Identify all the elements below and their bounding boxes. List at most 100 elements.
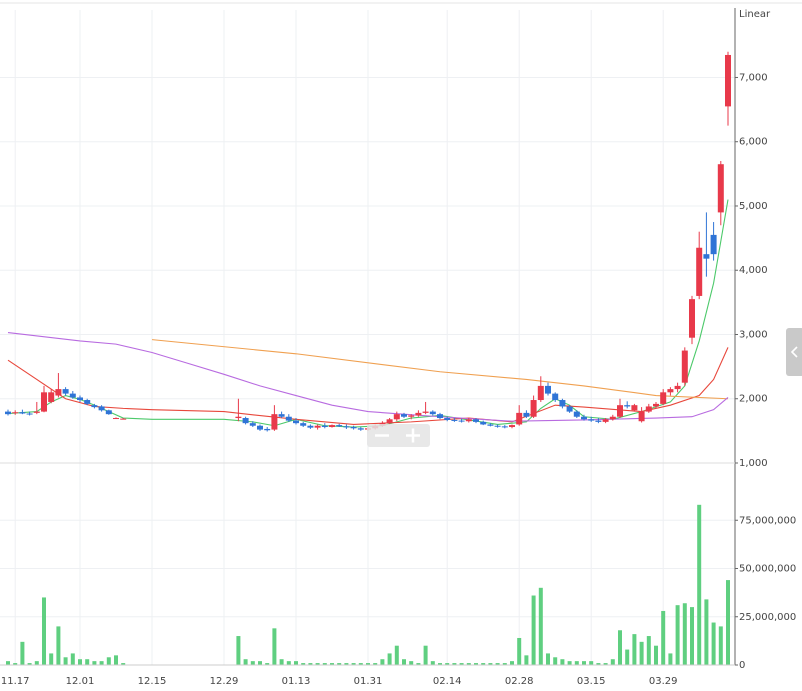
candle-body: [242, 418, 249, 424]
candle-body: [264, 428, 271, 431]
candle-body: [41, 392, 47, 412]
candle-body: [653, 403, 659, 407]
scale-label: Linear: [739, 9, 771, 20]
side-panel-toggle[interactable]: [786, 328, 802, 376]
volume-bar: [106, 657, 111, 665]
moving-average-line: [151, 339, 729, 400]
volume-bar: [358, 663, 363, 665]
volume-bar: [423, 645, 428, 665]
x-tick-label: 02.28: [505, 676, 534, 687]
volume-bar: [632, 634, 637, 665]
marks: [5, 51, 731, 665]
candle-body: [494, 425, 501, 427]
toggle-bg[interactable]: [786, 328, 802, 376]
y-tick-label: 1,000: [739, 458, 768, 469]
candle-body: [530, 400, 537, 417]
x-tick-label: 02.14: [433, 676, 462, 687]
volume-bar: [625, 649, 630, 665]
volume-bar: [416, 663, 421, 665]
volume-bar: [56, 626, 61, 665]
y-tick-label: 75,000,000: [739, 515, 796, 526]
volume-bar: [704, 599, 709, 665]
volume-bar: [344, 663, 349, 665]
candle-body: [386, 419, 393, 424]
volume-bar: [430, 661, 435, 665]
volume-bar: [610, 659, 615, 665]
volume-bar: [394, 645, 399, 665]
volume-bar: [488, 663, 493, 665]
candle-body: [84, 400, 91, 404]
candle-body: [689, 299, 695, 338]
volume-bar: [20, 641, 25, 665]
candle-body: [552, 393, 559, 401]
candle-body: [235, 416, 242, 419]
candle-body: [77, 397, 83, 401]
x-tick-label: 01.31: [354, 676, 383, 687]
y-tick-label: 50,000,000: [739, 564, 796, 575]
y-tick-label: 25,000,000: [739, 612, 796, 623]
candle-body: [595, 420, 602, 422]
volume-bar: [380, 659, 385, 665]
volume-bar: [265, 663, 270, 665]
y-tick-label: 6,000: [739, 137, 768, 148]
candle-body: [458, 420, 465, 422]
volume-bar: [654, 645, 658, 665]
volume-bar: [42, 597, 46, 665]
candle-body: [617, 405, 623, 417]
candle-body: [516, 412, 523, 425]
candle-body: [624, 405, 631, 407]
volume-bar: [495, 663, 500, 665]
volume-bar: [337, 663, 342, 665]
volume-bar: [553, 657, 558, 665]
candle-body: [451, 419, 458, 421]
candle-body: [105, 410, 112, 415]
candle-body: [98, 406, 105, 411]
zoom-control[interactable]: [367, 424, 430, 447]
volume-bar: [13, 663, 18, 665]
candle-body: [415, 412, 422, 416]
volume-bar: [603, 663, 608, 665]
y-tick-label: 5,000: [739, 201, 768, 212]
candle-body: [48, 392, 55, 402]
volume-bar: [438, 663, 442, 665]
volume-bar: [445, 663, 450, 665]
volume-bar: [582, 661, 586, 665]
candle-body: [278, 414, 285, 417]
volume-bar: [711, 622, 716, 665]
candle-body: [19, 412, 26, 414]
volume-bar: [452, 663, 457, 665]
candle-body: [329, 425, 335, 428]
moving-average-line: [7, 332, 729, 422]
x-tick-label: 01.13: [282, 676, 311, 687]
candle-body: [609, 416, 616, 420]
volume-bar: [402, 659, 406, 665]
candle-body: [314, 425, 321, 428]
candle-body: [444, 418, 451, 420]
candle-body: [681, 350, 688, 383]
volume-bar: [646, 636, 651, 665]
volume-bar: [502, 663, 507, 665]
volume-bar: [538, 587, 543, 665]
volume-bar: [6, 661, 10, 665]
candle-body: [293, 420, 299, 424]
candle-body: [321, 425, 328, 428]
candle-body: [422, 411, 429, 413]
candle-body: [545, 385, 551, 394]
grid: [0, 10, 735, 666]
candle-body: [12, 412, 19, 414]
volume-bar: [560, 659, 565, 665]
candle-body: [573, 411, 580, 417]
volume-bar: [330, 663, 334, 665]
candle-body: [710, 234, 717, 255]
x-tick-label: 03.29: [649, 676, 678, 687]
volume-bar: [524, 655, 529, 665]
candle-body: [581, 416, 587, 420]
volume-bar: [675, 605, 680, 665]
candle-body: [393, 414, 400, 420]
volume-bar: [618, 630, 622, 665]
x-tick-label: 12.15: [138, 676, 167, 687]
x-tick-label: 12.29: [210, 676, 239, 687]
volume-bar: [315, 663, 320, 665]
